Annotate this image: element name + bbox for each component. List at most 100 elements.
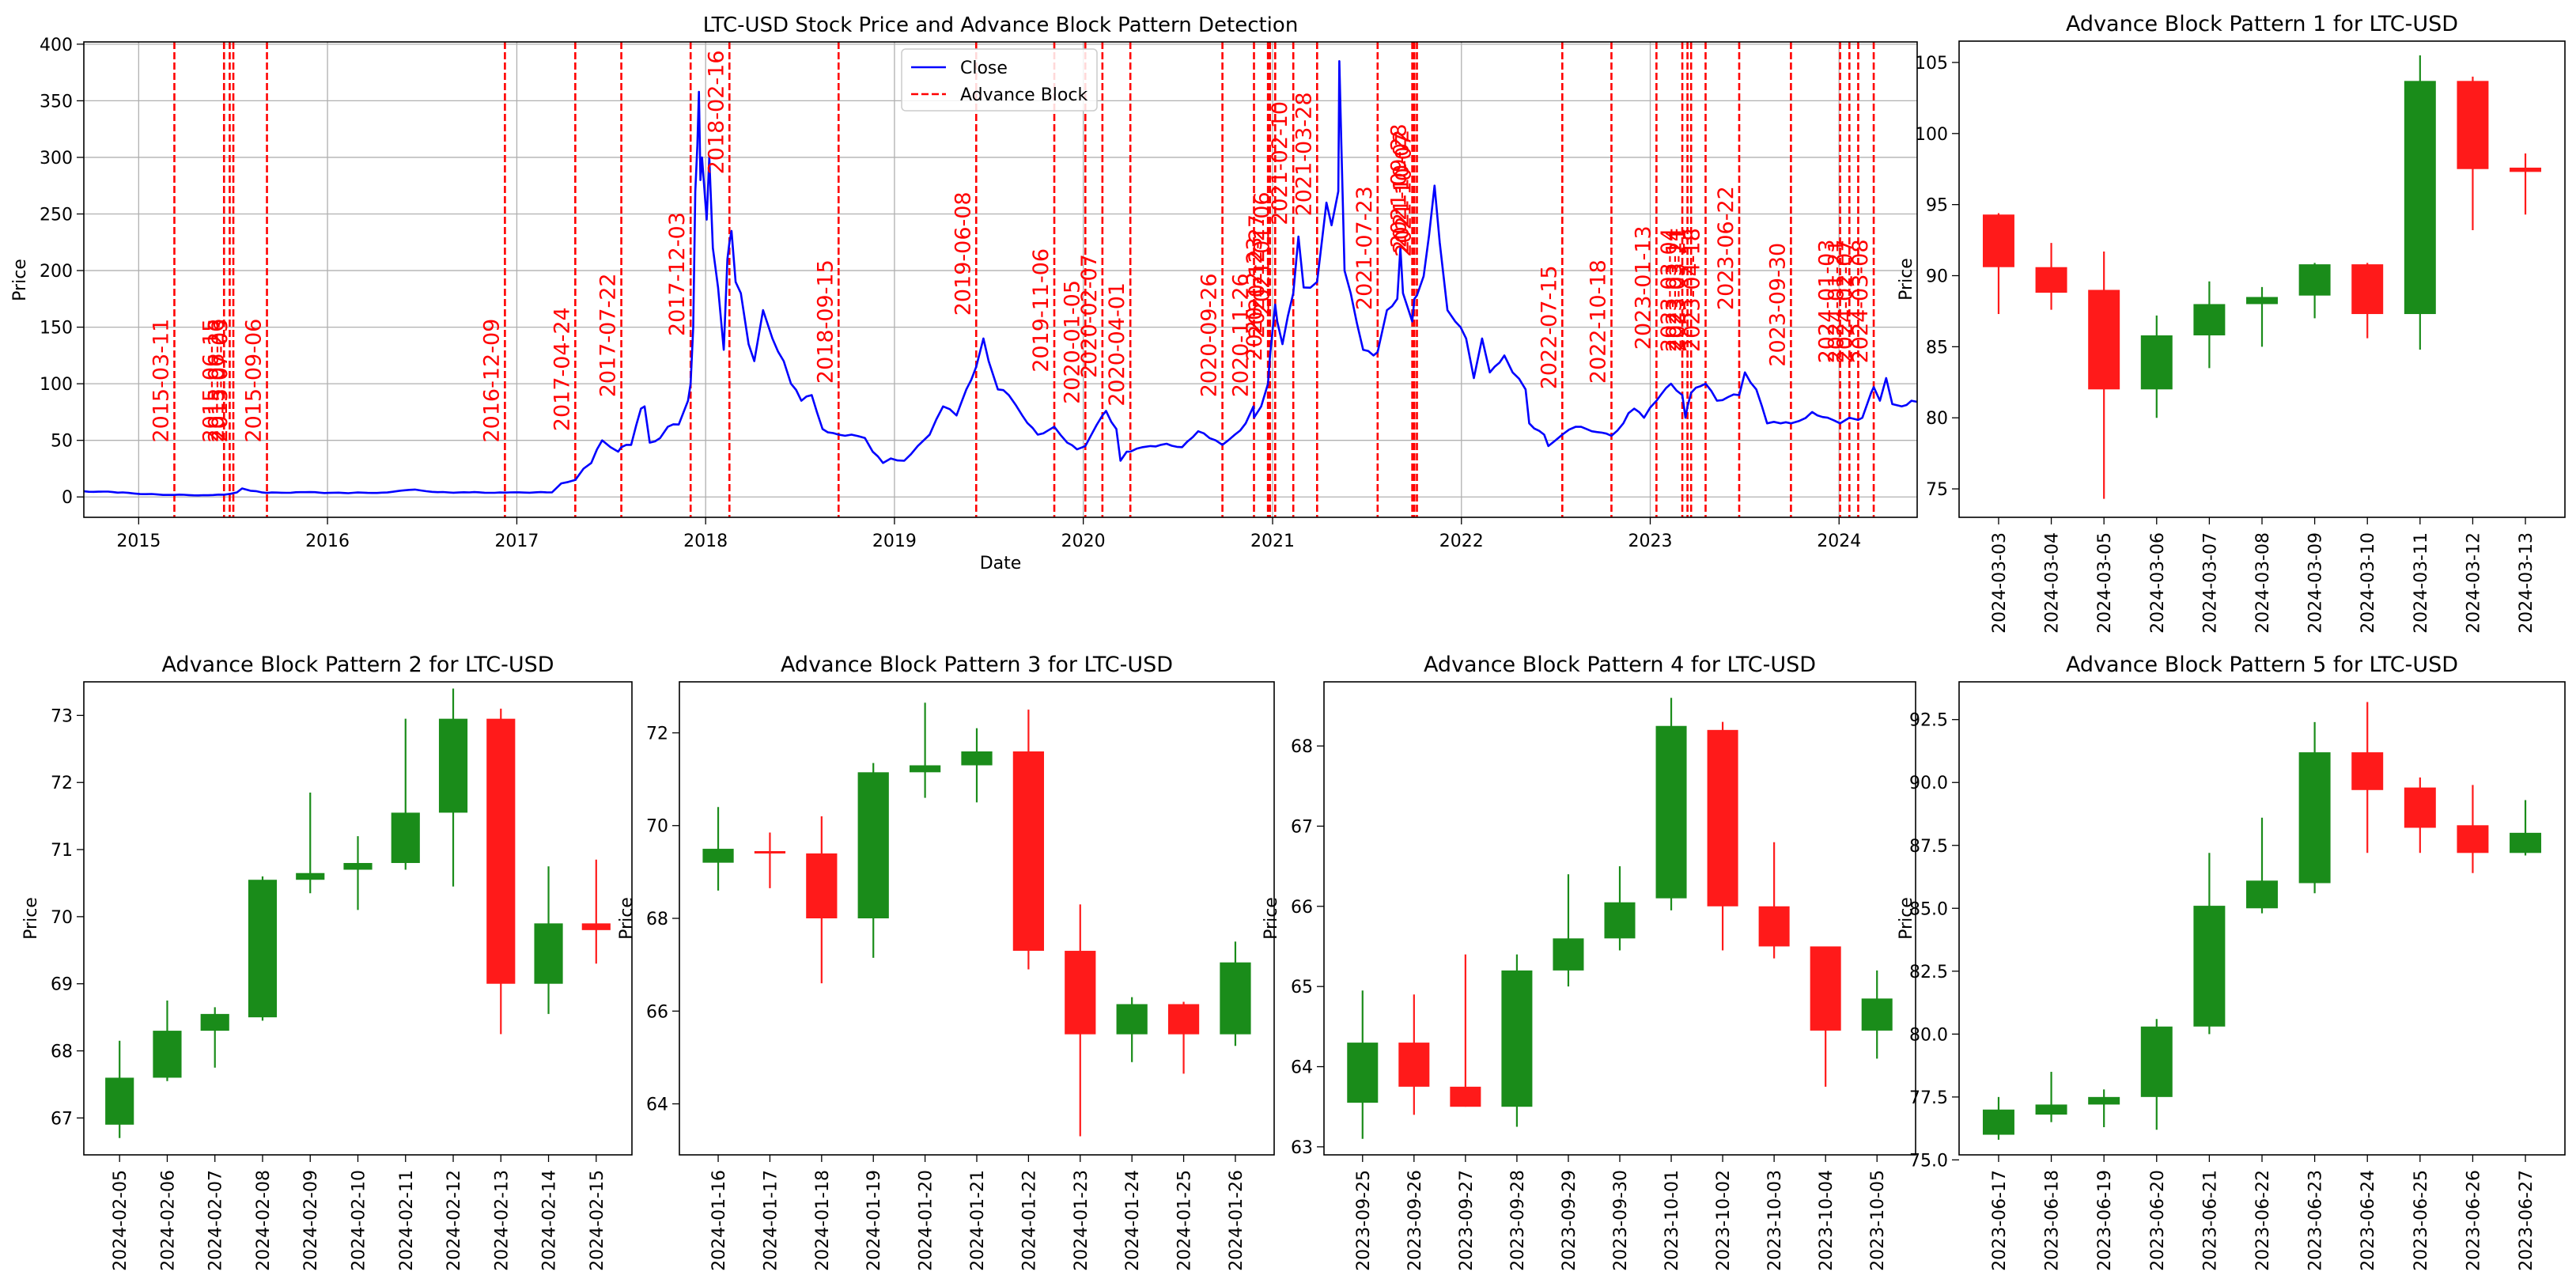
candle-body (343, 863, 373, 870)
x-tick-label: 2024-03-09 (2306, 532, 2326, 634)
x-tick-label: 2016 (305, 532, 350, 551)
advance-block-label: 2023-06-22 (1714, 186, 1738, 310)
y-tick-label: 400 (40, 36, 73, 55)
x-tick-label: 2021 (1250, 532, 1295, 551)
x-tick-label: 2024-01-20 (917, 1170, 936, 1271)
candle-body (806, 853, 838, 918)
candle-body (857, 772, 889, 918)
candle-body (1810, 946, 1841, 1031)
y-tick-label: 66 (646, 1002, 668, 1022)
main-chart: LTC-USD Stock Price and Advance Block Pa… (10, 13, 1918, 573)
panel-y-axis-label: Price (617, 897, 637, 940)
y-tick-label: 77.5 (1909, 1088, 1948, 1108)
candle-body (2088, 290, 2120, 390)
advance-block-label: 2019-11-06 (1029, 248, 1053, 373)
advance-block-label: 2023-03-14 (1662, 228, 1687, 352)
candle-body (248, 880, 278, 1018)
main-y-axis-label: Price (10, 259, 30, 301)
pattern-4-chart: Advance Block Pattern 4 for LTC-USD Price… (1262, 653, 1916, 1271)
candle-body (1501, 970, 1533, 1107)
main-x-axis-label: Date (980, 554, 1022, 573)
candle-body (2035, 1104, 2067, 1115)
main-chart-frame (83, 41, 1918, 518)
x-tick-label: 2024-01-19 (864, 1170, 884, 1271)
x-tick-label: 2023-10-02 (1714, 1170, 1734, 1271)
close-price-line (83, 60, 1918, 497)
x-tick-label: 2023-09-25 (1354, 1170, 1374, 1271)
x-tick-label: 2015 (116, 532, 161, 551)
advance-block-label: 2018-09-15 (813, 259, 838, 384)
advance-block-label: 2020-04-01 (1105, 282, 1129, 407)
advance-block-label: 2015-06-15 (199, 319, 223, 443)
x-tick-label: 2022 (1439, 532, 1484, 551)
y-tick-label: 80 (1926, 409, 1948, 429)
x-tick-label: 2019 (872, 532, 917, 551)
legend-close-label: Close (960, 59, 1008, 78)
advance-block-label: 2021-01-06 (1250, 191, 1274, 316)
x-tick-label: 2023 (1628, 532, 1673, 551)
candle-body (1861, 998, 1893, 1031)
candle-body (1450, 1086, 1481, 1107)
panel-frame (83, 681, 633, 1156)
x-tick-label: 2024-02-05 (111, 1170, 131, 1271)
y-tick-label: 95 (1926, 196, 1948, 216)
y-tick-label: 85 (1926, 338, 1948, 358)
y-tick-label: 92.5 (1909, 711, 1948, 731)
candle-body (2351, 264, 2384, 315)
candle-body (2404, 787, 2436, 828)
x-tick-label: 2023-06-20 (2148, 1170, 2168, 1271)
candle-body (2510, 167, 2542, 172)
candle-body (200, 1013, 229, 1031)
x-tick-label: 2024-02-11 (397, 1170, 417, 1271)
advance-block-label: 2021-07-23 (1352, 186, 1377, 310)
panel-title: Advance Block Pattern 4 for LTC-USD (1424, 653, 1816, 677)
advance-block-labels: 2015-03-11 2015-06-152015-06-262015-07-03… (149, 50, 1874, 442)
x-tick-label: 2024-01-26 (1227, 1170, 1246, 1271)
x-tick-label: 2024-03-04 (2043, 532, 2063, 634)
x-tick-label: 2023-06-19 (2095, 1170, 2115, 1271)
candle-body (2246, 297, 2278, 305)
y-tick-label: 70 (51, 908, 73, 928)
candle-body (1220, 962, 1251, 1035)
panel-frame (1958, 681, 2566, 1156)
advance-block-label: 2015-03-11 (149, 319, 174, 443)
x-tick-label: 2024-02-07 (206, 1170, 226, 1271)
y-tick-label: 100 (1915, 125, 1948, 145)
x-tick-label: 2024 (1817, 532, 1861, 551)
candle-body (486, 718, 516, 984)
candle-body (105, 1077, 134, 1125)
x-tick-label: 2024-01-17 (761, 1170, 781, 1271)
x-tick-label: 2024-01-24 (1123, 1170, 1143, 1271)
x-tick-label: 2024-03-08 (2253, 532, 2273, 634)
x-tick-label: 2024-01-22 (1019, 1170, 1039, 1271)
y-tick-label: 50 (51, 432, 73, 452)
x-tick-label: 2024-02-10 (350, 1170, 369, 1271)
candle-body (2035, 267, 2067, 293)
y-tick-label: 200 (40, 262, 73, 282)
advance-block-label: 2021-03-28 (1292, 92, 1316, 216)
candle-body (1167, 1004, 1200, 1035)
advance-block-label: 2024-01-03 (1815, 239, 1840, 363)
x-tick-label: 2017 (494, 532, 539, 551)
x-tick-label: 2024-01-16 (709, 1170, 729, 1271)
candle-body (2404, 81, 2436, 315)
y-tick-label: 68 (1291, 737, 1313, 757)
candle-body (1707, 729, 1738, 906)
advance-block-label: 2021-10-07 (1392, 133, 1417, 257)
panel-frame (1958, 40, 2566, 518)
advance-block-label: 2017-07-22 (596, 273, 621, 397)
candle-body (2298, 752, 2331, 884)
candle-body (1012, 751, 1045, 952)
x-tick-label: 2023-10-04 (1817, 1170, 1836, 1271)
candle-body (153, 1031, 182, 1078)
candle-body (1655, 725, 1687, 899)
legend-advance-block-label: Advance Block (960, 85, 1088, 105)
x-tick-label: 2023-10-05 (1868, 1170, 1888, 1271)
y-tick-label: 70 (646, 817, 668, 837)
x-tick-label: 2024-03-10 (2358, 532, 2378, 634)
candle-body (909, 765, 941, 773)
y-tick-label: 72 (51, 774, 73, 793)
x-tick-label: 2023-06-26 (2464, 1170, 2483, 1271)
y-tick-label: 75 (1926, 480, 1948, 500)
candle-body (2351, 752, 2384, 790)
